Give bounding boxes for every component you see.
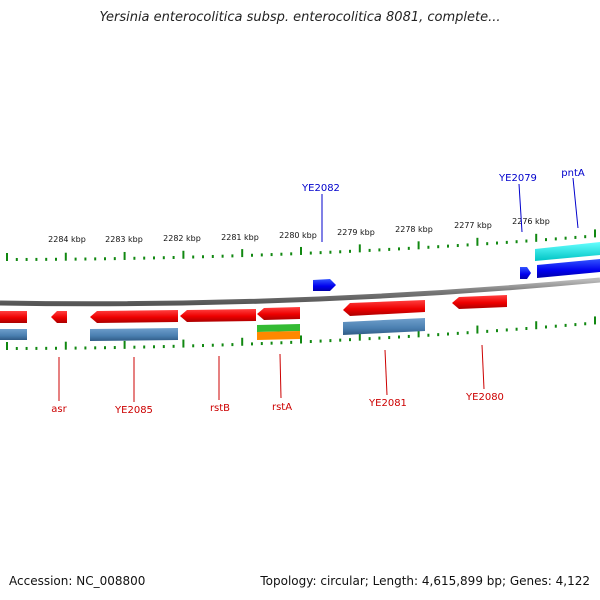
gene-YE2085-cds-bar — [90, 328, 178, 341]
ruler-ticks-inner — [6, 316, 596, 350]
gene-YE2085-arrow[interactable] — [90, 310, 178, 323]
gene-YE2081-arrow[interactable] — [343, 300, 425, 316]
leader-line-YE2081 — [384, 349, 388, 396]
map-title: Yersinia enterocolitica subsp. enterocol… — [99, 10, 501, 25]
forward-leader-lines — [321, 177, 579, 242]
gene-label-rstB[interactable]: rstB — [210, 403, 230, 414]
gene-pntA-arrow[interactable] — [537, 259, 600, 278]
gene-left-edge-cds-bar — [0, 329, 27, 340]
gene-label-rstA[interactable]: rstA — [272, 402, 292, 413]
ruler-label: 2279 kbp — [337, 228, 375, 237]
genome-backbone — [0, 277, 600, 307]
gene-YE2081-cds-bar — [343, 318, 425, 335]
gene-label-YE2085[interactable]: YE2085 — [114, 405, 153, 416]
ruler-label: 2278 kbp — [395, 225, 433, 234]
gene-rstA-rna-bar-green — [257, 324, 300, 332]
gene-YE2079-arrow[interactable] — [520, 267, 531, 279]
genome-summary-text: Topology: circular; Length: 4,615,899 bp… — [260, 574, 590, 588]
gene-rstA-arrow[interactable] — [257, 307, 300, 320]
ruler-label: 2280 kbp — [279, 231, 317, 240]
gene-label-YE2079[interactable]: YE2079 — [498, 173, 537, 184]
ruler-label: 2284 kbp — [48, 235, 86, 244]
gene-label-asr[interactable]: asr — [51, 404, 67, 415]
ruler-label: 2283 kbp — [105, 235, 143, 244]
reverse-leader-lines — [58, 344, 485, 402]
gene-asr-arrow[interactable] — [51, 311, 67, 323]
gene-YE2080-arrow[interactable] — [452, 295, 507, 309]
ruler-labels: 2284 kbp 2283 kbp 2282 kbp 2281 kbp 2280… — [48, 217, 550, 244]
gene-rstA-rna-bar-orange — [257, 331, 300, 340]
gene-YE2082-arrow[interactable] — [313, 279, 336, 291]
accession-text: Accession: NC_008800 — [9, 574, 146, 588]
leader-line-YE2079 — [518, 183, 523, 233]
ruler-label: 2277 kbp — [454, 221, 492, 230]
gene-label-YE2082[interactable]: YE2082 — [301, 183, 340, 194]
leader-line-rstA — [279, 353, 282, 399]
gene-label-pntA[interactable]: pntA — [561, 168, 585, 179]
ruler-label: 2276 kbp — [512, 217, 550, 226]
gene-label-YE2080[interactable]: YE2080 — [465, 392, 504, 403]
gene-pntA-cds-bar[interactable] — [535, 242, 600, 261]
leader-line-YE2080 — [481, 344, 485, 390]
ruler-label: 2281 kbp — [221, 233, 259, 242]
gene-rstB-arrow[interactable] — [180, 309, 256, 322]
ruler-label: 2282 kbp — [163, 234, 201, 243]
leader-line-pntA — [572, 177, 579, 229]
ruler-ticks-outer — [6, 229, 596, 261]
gene-left-edge-arrow[interactable] — [0, 311, 27, 323]
gene-label-YE2081[interactable]: YE2081 — [368, 398, 407, 409]
